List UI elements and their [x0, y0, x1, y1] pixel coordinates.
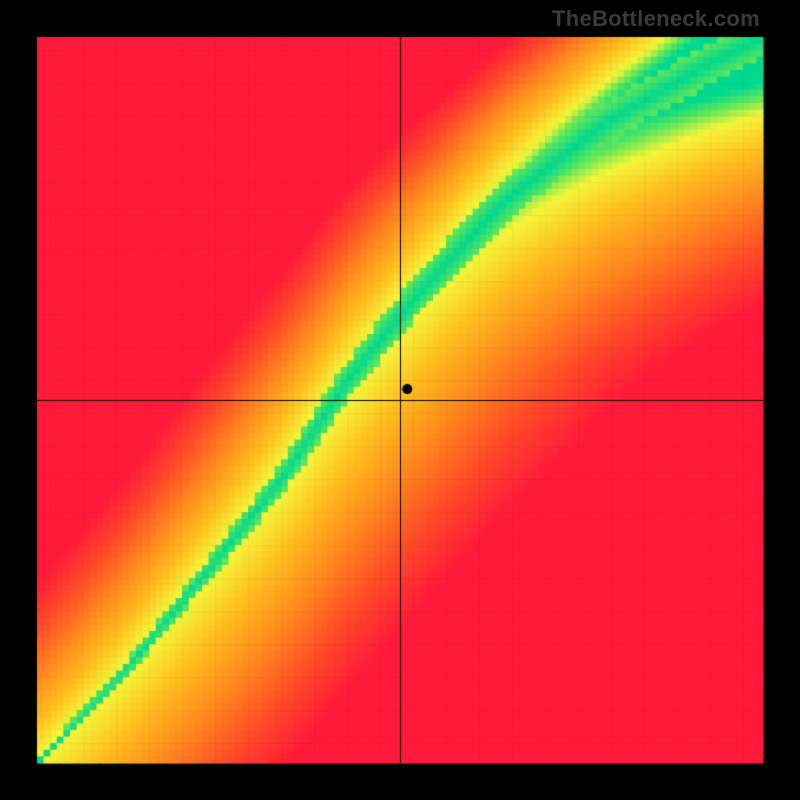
chart-container: TheBottleneck.com: [0, 0, 800, 800]
watermark-text: TheBottleneck.com: [552, 6, 760, 32]
heatmap-canvas: [0, 0, 800, 800]
